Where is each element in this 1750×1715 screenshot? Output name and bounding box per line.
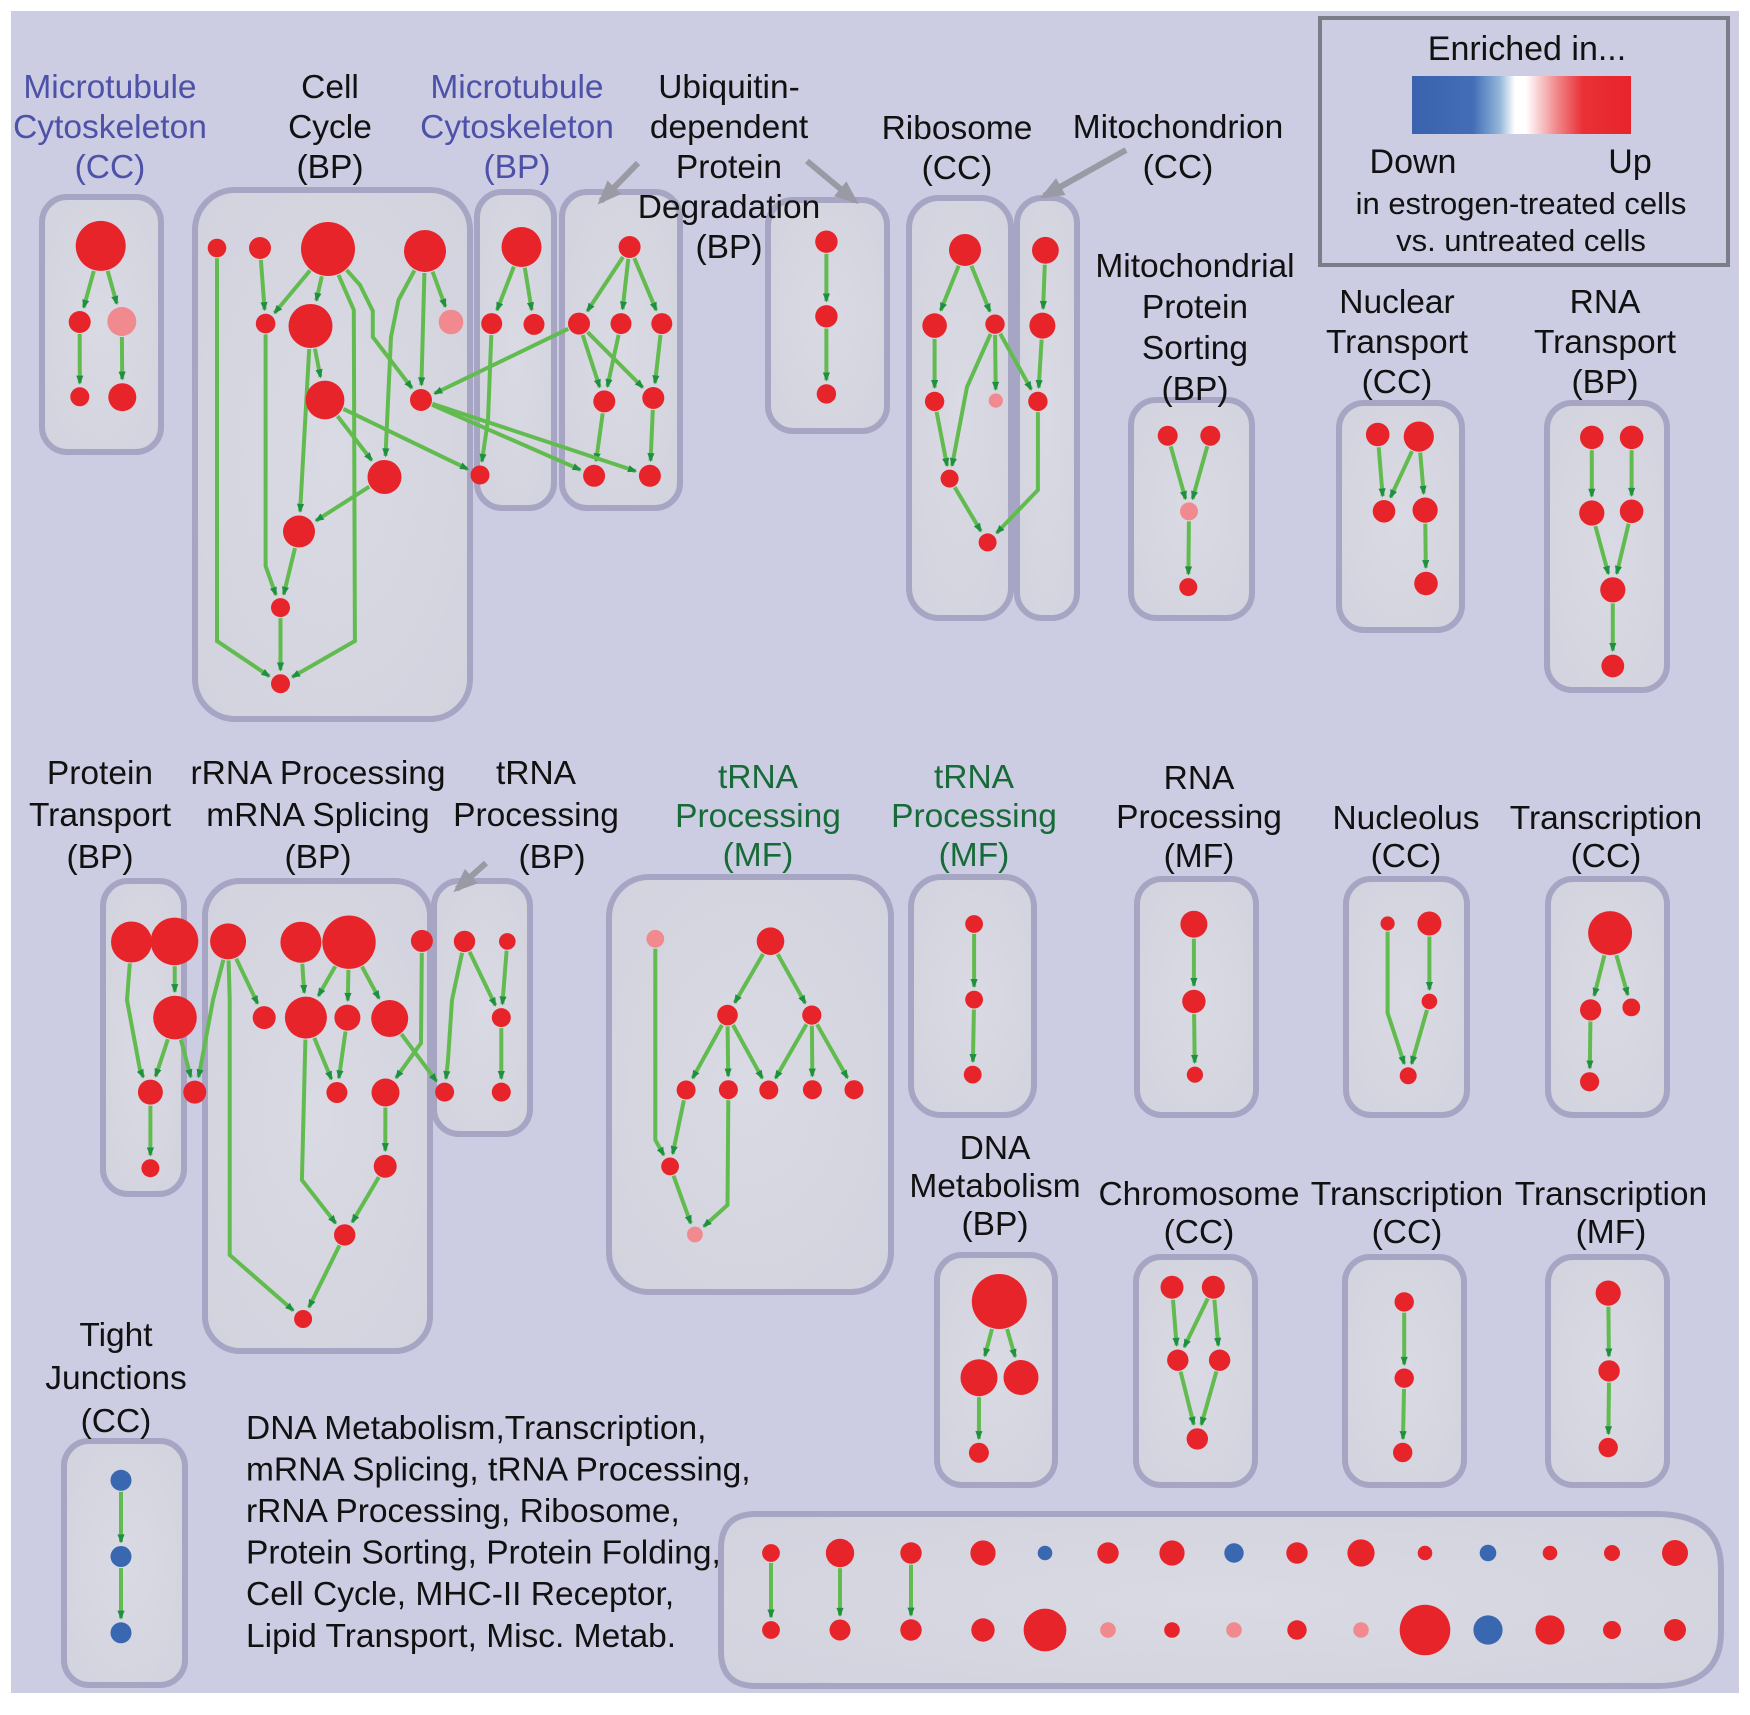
svg-text:Down: Down	[1370, 143, 1457, 181]
svg-text:Protein Sorting, Protein Foldi: Protein Sorting, Protein Folding,	[246, 1535, 721, 1572]
svg-text:RNA: RNA	[1570, 284, 1641, 321]
svg-text:(MF): (MF)	[939, 837, 1010, 874]
svg-text:DNA: DNA	[960, 1130, 1031, 1167]
svg-text:Cycle: Cycle	[288, 109, 372, 146]
svg-text:(CC): (CC)	[1371, 838, 1442, 875]
svg-text:Nuclear: Nuclear	[1339, 284, 1454, 321]
svg-text:tRNA: tRNA	[496, 755, 577, 792]
svg-text:Degradation: Degradation	[638, 189, 821, 226]
svg-text:(CC): (CC)	[922, 150, 993, 187]
svg-text:Cell: Cell	[301, 69, 359, 106]
svg-text:Tight: Tight	[79, 1317, 153, 1354]
svg-text:dependent: dependent	[650, 109, 809, 146]
svg-text:Up: Up	[1608, 143, 1651, 181]
svg-text:rRNA Processing, Ribosome,: rRNA Processing, Ribosome,	[246, 1493, 680, 1530]
svg-text:(BP): (BP)	[1572, 364, 1639, 401]
svg-text:Sorting: Sorting	[1142, 330, 1248, 367]
svg-text:(CC): (CC)	[1372, 1214, 1443, 1251]
svg-text:(CC): (CC)	[1143, 149, 1214, 186]
svg-text:Ribosome: Ribosome	[882, 110, 1033, 147]
svg-text:(MF): (MF)	[1576, 1214, 1647, 1251]
svg-text:Microtubule: Microtubule	[23, 69, 196, 106]
svg-text:Cell Cycle, MHC-II Receptor,: Cell Cycle, MHC-II Receptor,	[246, 1576, 674, 1613]
svg-text:Junctions: Junctions	[45, 1360, 187, 1397]
svg-text:Mitochondrial: Mitochondrial	[1095, 248, 1294, 285]
svg-text:Enriched in...: Enriched in...	[1428, 30, 1626, 68]
svg-text:tRNA: tRNA	[934, 759, 1015, 796]
svg-text:vs. untreated cells: vs. untreated cells	[1396, 223, 1646, 258]
svg-text:(BP): (BP)	[285, 839, 352, 876]
svg-text:(BP): (BP)	[484, 149, 551, 186]
svg-text:Protein: Protein	[676, 149, 782, 186]
svg-text:Metabolism: Metabolism	[909, 1168, 1080, 1205]
svg-text:(MF): (MF)	[723, 837, 794, 874]
svg-text:(CC): (CC)	[1164, 1214, 1235, 1251]
svg-text:(BP): (BP)	[696, 229, 763, 266]
svg-text:tRNA: tRNA	[718, 759, 799, 796]
svg-text:(BP): (BP)	[1162, 371, 1229, 408]
svg-text:Transport: Transport	[1326, 324, 1469, 361]
svg-text:Transport: Transport	[1534, 324, 1677, 361]
svg-text:Chromosome: Chromosome	[1098, 1176, 1299, 1213]
svg-text:Cytoskeleton: Cytoskeleton	[420, 109, 614, 146]
svg-text:Transport: Transport	[29, 797, 172, 834]
svg-text:(CC): (CC)	[75, 149, 146, 186]
svg-text:Processing: Processing	[453, 797, 619, 834]
svg-text:(MF): (MF)	[1164, 838, 1235, 875]
svg-text:Mitochondrion: Mitochondrion	[1073, 109, 1283, 146]
svg-text:mRNA Splicing: mRNA Splicing	[206, 797, 429, 834]
svg-text:(CC): (CC)	[81, 1403, 152, 1440]
svg-text:(BP): (BP)	[297, 149, 364, 186]
svg-text:(CC): (CC)	[1571, 838, 1642, 875]
svg-text:Protein: Protein	[1142, 289, 1248, 326]
svg-text:RNA: RNA	[1164, 760, 1235, 797]
svg-text:DNA Metabolism,Transcription,: DNA Metabolism,Transcription,	[246, 1410, 706, 1447]
svg-text:Lipid Transport, Misc. Metab.: Lipid Transport, Misc. Metab.	[246, 1618, 676, 1655]
svg-text:Transcription: Transcription	[1311, 1176, 1503, 1213]
svg-text:Protein: Protein	[47, 755, 153, 792]
svg-text:Nucleolus: Nucleolus	[1332, 800, 1479, 837]
svg-text:Ubiquitin-: Ubiquitin-	[658, 69, 800, 106]
svg-text:(CC): (CC)	[1362, 364, 1433, 401]
svg-text:mRNA Splicing, tRNA Processing: mRNA Splicing, tRNA Processing,	[246, 1451, 751, 1488]
svg-text:rRNA Processing: rRNA Processing	[190, 755, 445, 792]
svg-text:Transcription: Transcription	[1510, 800, 1702, 837]
svg-text:(BP): (BP)	[962, 1206, 1029, 1243]
svg-text:Transcription: Transcription	[1515, 1176, 1707, 1213]
svg-text:Processing: Processing	[675, 798, 841, 835]
svg-text:(BP): (BP)	[67, 839, 134, 876]
svg-text:Processing: Processing	[1116, 799, 1282, 836]
svg-text:(BP): (BP)	[519, 839, 586, 876]
svg-text:in estrogen-treated cells: in estrogen-treated cells	[1356, 186, 1687, 221]
svg-text:Cytoskeleton: Cytoskeleton	[13, 109, 207, 146]
svg-text:Processing: Processing	[891, 798, 1057, 835]
svg-text:Microtubule: Microtubule	[430, 69, 603, 106]
